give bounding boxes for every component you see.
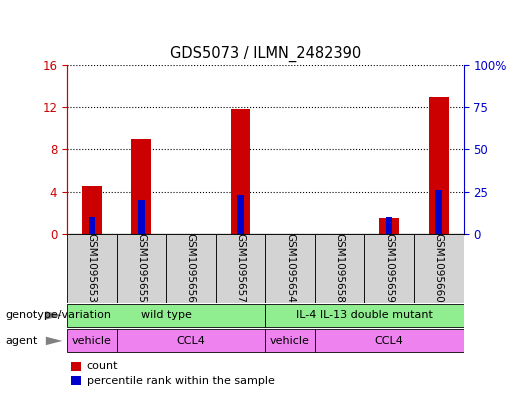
Text: GSM1095660: GSM1095660 — [434, 233, 444, 303]
Text: GSM1095657: GSM1095657 — [235, 233, 246, 303]
Bar — [315, 234, 365, 303]
Bar — [265, 329, 315, 353]
Text: genotype/variation: genotype/variation — [5, 310, 111, 320]
Text: CCL4: CCL4 — [375, 336, 404, 346]
Bar — [429, 97, 449, 234]
Bar — [231, 109, 250, 234]
Bar — [67, 304, 265, 327]
Bar — [116, 234, 166, 303]
Text: vehicle: vehicle — [72, 336, 112, 346]
Bar — [414, 234, 464, 303]
Bar — [265, 234, 315, 303]
Text: GSM1095656: GSM1095656 — [186, 233, 196, 303]
Bar — [67, 234, 116, 303]
Text: GSM1095653: GSM1095653 — [87, 233, 97, 303]
Bar — [166, 234, 216, 303]
Text: count: count — [87, 362, 118, 371]
Text: CCL4: CCL4 — [177, 336, 205, 346]
Bar — [386, 217, 392, 234]
Bar — [116, 329, 265, 353]
Bar — [315, 329, 464, 353]
Text: agent: agent — [5, 336, 38, 346]
Text: percentile rank within the sample: percentile rank within the sample — [87, 376, 274, 386]
Bar — [71, 376, 81, 385]
Text: vehicle: vehicle — [270, 336, 310, 346]
Bar — [365, 234, 414, 303]
Text: GSM1095655: GSM1095655 — [136, 233, 146, 303]
Title: GDS5073 / ILMN_2482390: GDS5073 / ILMN_2482390 — [169, 46, 361, 62]
Bar — [82, 186, 101, 234]
Bar — [216, 234, 265, 303]
Text: GSM1095654: GSM1095654 — [285, 233, 295, 303]
Bar — [89, 217, 95, 234]
Text: wild type: wild type — [141, 310, 192, 320]
Text: IL-4 IL-13 double mutant: IL-4 IL-13 double mutant — [296, 310, 433, 320]
Bar — [138, 200, 145, 234]
Bar — [237, 195, 244, 234]
Bar — [379, 218, 399, 234]
Bar — [67, 329, 116, 353]
Text: GSM1095659: GSM1095659 — [384, 233, 394, 303]
Polygon shape — [46, 311, 62, 320]
Bar — [436, 190, 442, 234]
Polygon shape — [46, 337, 62, 345]
Bar — [71, 362, 81, 371]
Bar — [265, 304, 464, 327]
Bar — [131, 139, 151, 234]
Text: GSM1095658: GSM1095658 — [335, 233, 345, 303]
